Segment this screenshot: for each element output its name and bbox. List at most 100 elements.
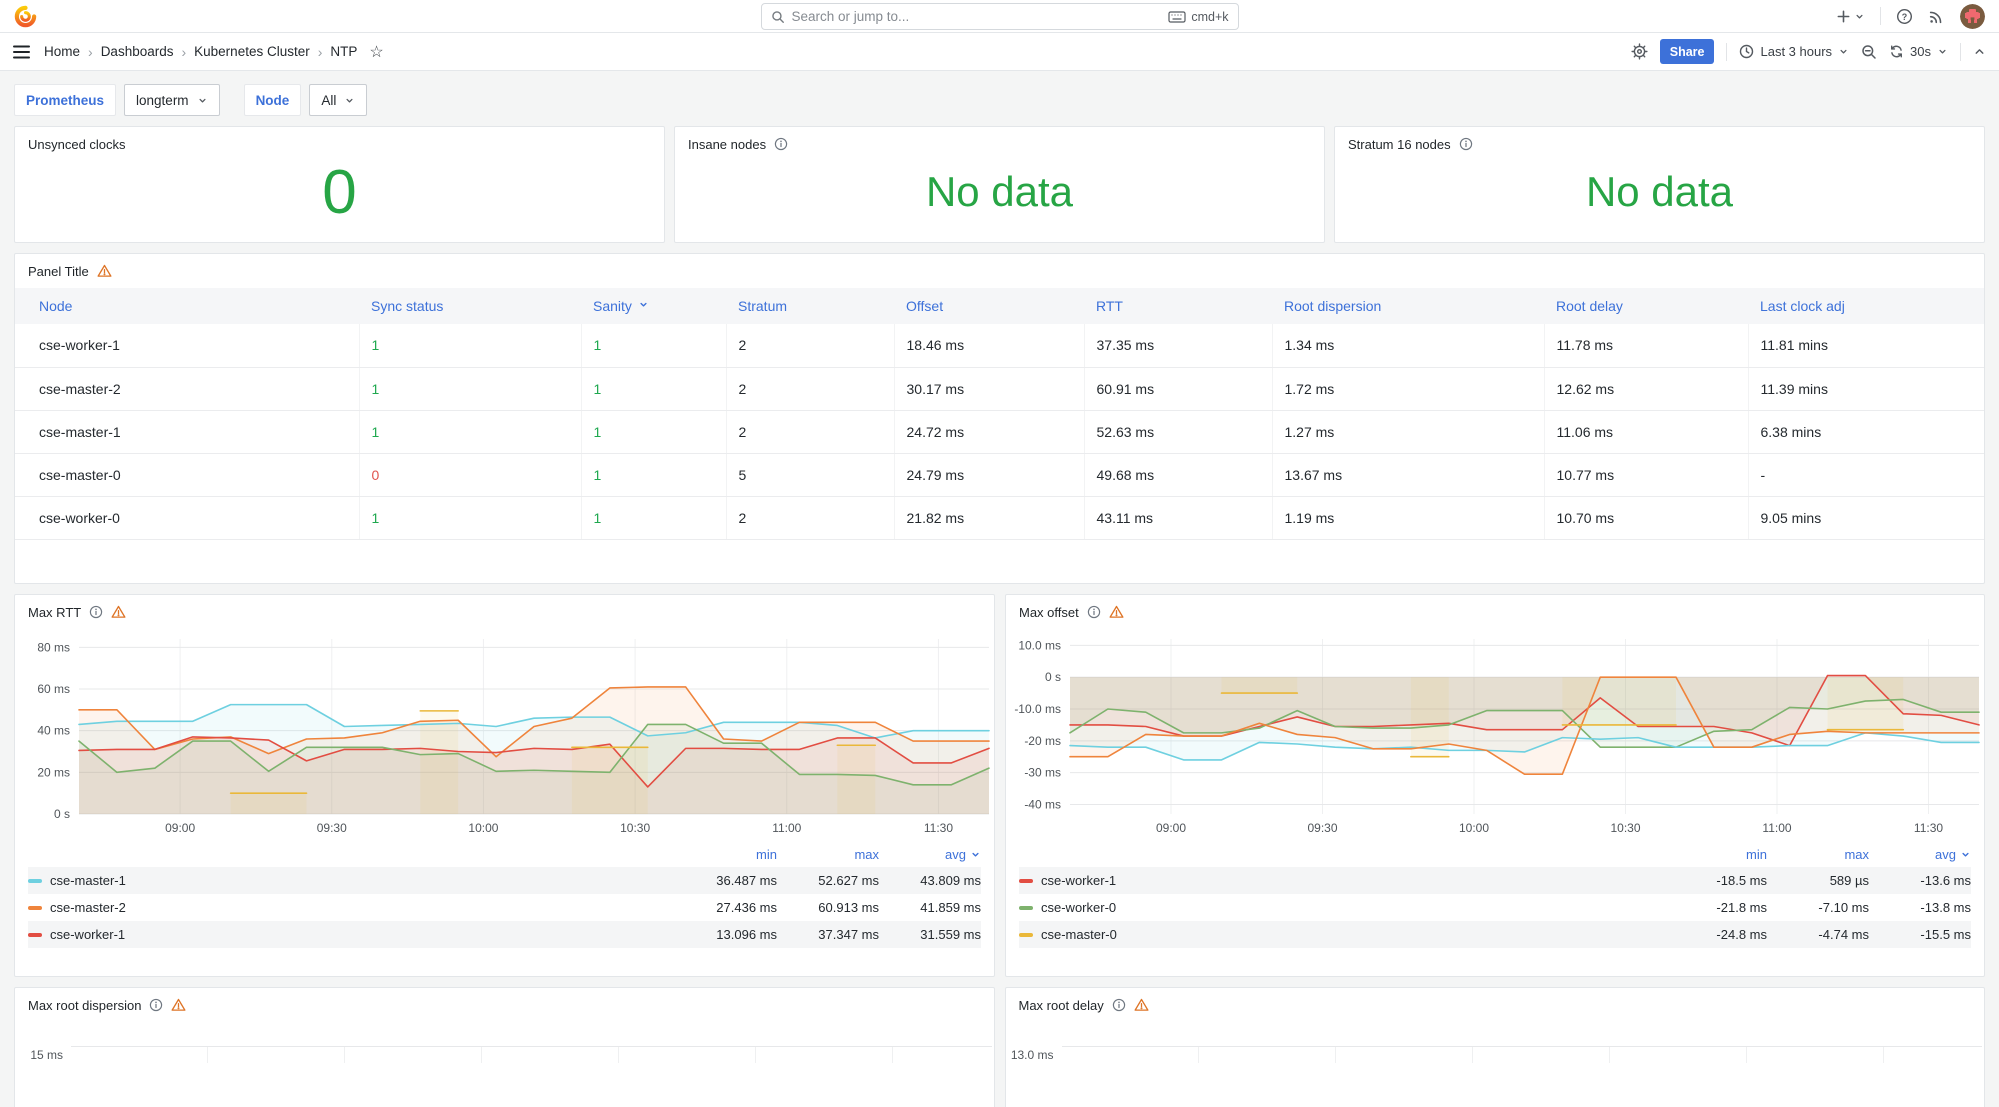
cell-root_delay: 10.70 ms [1544, 496, 1748, 539]
cell-stratum: 2 [726, 496, 894, 539]
cell-root_dispersion: 1.72 ms [1272, 367, 1544, 410]
table-row[interactable]: cse-master-111224.72 ms52.63 ms1.27 ms11… [15, 410, 1984, 453]
col-sanity[interactable]: Sanity [581, 288, 726, 324]
breadcrumb-current: NTP [330, 44, 357, 59]
panel-title-bar[interactable]: Insane nodes [675, 127, 1324, 161]
series-name[interactable]: cse-master-1 [50, 873, 675, 888]
clock-icon [1739, 44, 1754, 59]
svg-text:-20 ms: -20 ms [1024, 734, 1061, 748]
help-icon[interactable]: ? [1896, 8, 1913, 25]
stat-value: No data [1335, 161, 1984, 223]
share-button[interactable]: Share [1660, 39, 1715, 64]
series-name[interactable]: cse-master-0 [1041, 927, 1665, 942]
cell-root_delay: 10.77 ms [1544, 453, 1748, 496]
timeseries-plot[interactable]: 0 s20 ms40 ms60 ms80 ms09:0009:3010:0010… [15, 629, 994, 841]
panel-title-bar[interactable]: Max root delay [1006, 988, 1985, 1022]
table-row[interactable]: cse-worker-011221.82 ms43.11 ms1.19 ms10… [15, 496, 1984, 539]
variable-label[interactable]: Node [244, 84, 302, 116]
legend-col-avg[interactable]: avg [879, 847, 981, 862]
cell-rtt: 37.35 ms [1084, 324, 1272, 367]
legend-col-min[interactable]: min [1665, 847, 1767, 862]
bottom-panels-row: Max root dispersion 15 ms Max root delay… [14, 987, 1985, 1107]
legend-col-min[interactable]: min [675, 847, 777, 862]
col-offset[interactable]: Offset [894, 288, 1084, 324]
cell-sync: 1 [359, 367, 581, 410]
stat-panels-row: Unsynced clocks 0 Insane nodes No data S… [14, 126, 1985, 243]
panel-stratum16-nodes: Stratum 16 nodes No data [1334, 126, 1985, 243]
series-name[interactable]: cse-master-2 [50, 900, 675, 915]
panel-title-bar[interactable]: Max offset [1006, 595, 1984, 629]
svg-text:09:00: 09:00 [165, 821, 195, 835]
breadcrumb-dashboards[interactable]: Dashboards [101, 44, 174, 59]
table-row[interactable]: cse-master-211230.17 ms60.91 ms1.72 ms12… [15, 367, 1984, 410]
panel-title-bar[interactable]: Max root dispersion [15, 988, 994, 1022]
warning-icon [97, 264, 112, 278]
cell-sync: 1 [359, 410, 581, 453]
col-root-dispersion[interactable]: Root dispersion [1272, 288, 1544, 324]
new-button[interactable] [1836, 9, 1865, 24]
series-name[interactable]: cse-worker-1 [50, 927, 675, 942]
panel-title: Unsynced clocks [28, 137, 126, 152]
breadcrumb: Home › Dashboards › Kubernetes Cluster ›… [44, 42, 384, 62]
refresh-interval-label: 30s [1910, 44, 1931, 59]
refresh-picker[interactable]: 30s [1889, 44, 1948, 59]
legend-col-avg[interactable]: avg [1869, 847, 1971, 862]
refresh-icon [1889, 44, 1904, 59]
series-name[interactable]: cse-worker-1 [1041, 873, 1665, 888]
info-icon [1112, 998, 1126, 1012]
svg-text:60 ms: 60 ms [37, 682, 70, 696]
variable-dropdown[interactable]: All [309, 84, 367, 116]
svg-text:40 ms: 40 ms [37, 724, 70, 738]
col-root-delay[interactable]: Root delay [1544, 288, 1748, 324]
divider [1880, 7, 1881, 25]
info-icon [1087, 605, 1101, 619]
cell-stratum: 2 [726, 367, 894, 410]
breadcrumb-home[interactable]: Home [44, 44, 80, 59]
chart-legend: min max avg cse-worker-1 -18.5 ms 589 µs… [1006, 841, 1984, 954]
news-icon[interactable] [1928, 8, 1945, 25]
user-avatar[interactable] [1960, 4, 1985, 29]
svg-text:09:00: 09:00 [1156, 821, 1186, 835]
table-row[interactable]: cse-master-001524.79 ms49.68 ms13.67 ms1… [15, 453, 1984, 496]
panel-title: Insane nodes [688, 137, 766, 152]
col-rtt[interactable]: RTT [1084, 288, 1272, 324]
cell-rtt: 52.63 ms [1084, 410, 1272, 453]
star-icon[interactable]: ☆ [369, 42, 383, 62]
table-row[interactable]: cse-worker-111218.46 ms37.35 ms1.34 ms11… [15, 324, 1984, 367]
col-sync-status[interactable]: Sync status [359, 288, 581, 324]
panel-title-bar[interactable]: Panel Title [15, 254, 1984, 288]
datasource-dropdown[interactable]: longterm [124, 84, 220, 116]
grafana-logo[interactable] [14, 5, 37, 28]
cell-sanity: 1 [581, 367, 726, 410]
panel-title-bar[interactable]: Stratum 16 nodes [1335, 127, 1984, 161]
col-node[interactable]: Node [15, 288, 359, 324]
breadcrumb-folder[interactable]: Kubernetes Cluster [194, 44, 310, 59]
time-range-picker[interactable]: Last 3 hours [1739, 44, 1849, 59]
zoom-out-icon[interactable] [1861, 44, 1877, 60]
series-name[interactable]: cse-worker-0 [1041, 900, 1665, 915]
cell-sanity: 1 [581, 453, 726, 496]
warning-icon [1134, 998, 1149, 1012]
panel-title: Panel Title [28, 264, 89, 279]
collapse-up-icon[interactable] [1973, 45, 1986, 58]
cell-offset: 24.72 ms [894, 410, 1084, 453]
cell-node: cse-master-1 [15, 410, 359, 453]
panel-max-offset: Max offset 10.0 ms0 s-10.0 ms-20 ms-30 m… [1005, 594, 1985, 977]
cell-root_dispersion: 13.67 ms [1272, 453, 1544, 496]
legend-col-max[interactable]: max [777, 847, 879, 862]
dashboard-content: Prometheus longterm Node All Unsynced cl… [0, 71, 1999, 1107]
chevron-right-icon: › [318, 44, 323, 60]
datasource-label[interactable]: Prometheus [14, 84, 116, 116]
dashboard-settings-icon[interactable] [1631, 43, 1648, 60]
panel-insane-nodes: Insane nodes No data [674, 126, 1325, 243]
col-last-clock-adj[interactable]: Last clock adj [1748, 288, 1984, 324]
panel-title-bar[interactable]: Max RTT [15, 595, 994, 629]
menu-icon[interactable] [13, 45, 30, 59]
chevron-down-icon [344, 95, 355, 106]
search-input[interactable]: Search or jump to... cmd+k [761, 3, 1239, 30]
y-axis-tick: 15 ms [15, 1048, 71, 1062]
col-stratum[interactable]: Stratum [726, 288, 894, 324]
legend-col-max[interactable]: max [1767, 847, 1869, 862]
timeseries-plot[interactable]: 10.0 ms0 s-10.0 ms-20 ms-30 ms-40 ms09:0… [1006, 629, 1984, 841]
gridline [1062, 1046, 1983, 1063]
